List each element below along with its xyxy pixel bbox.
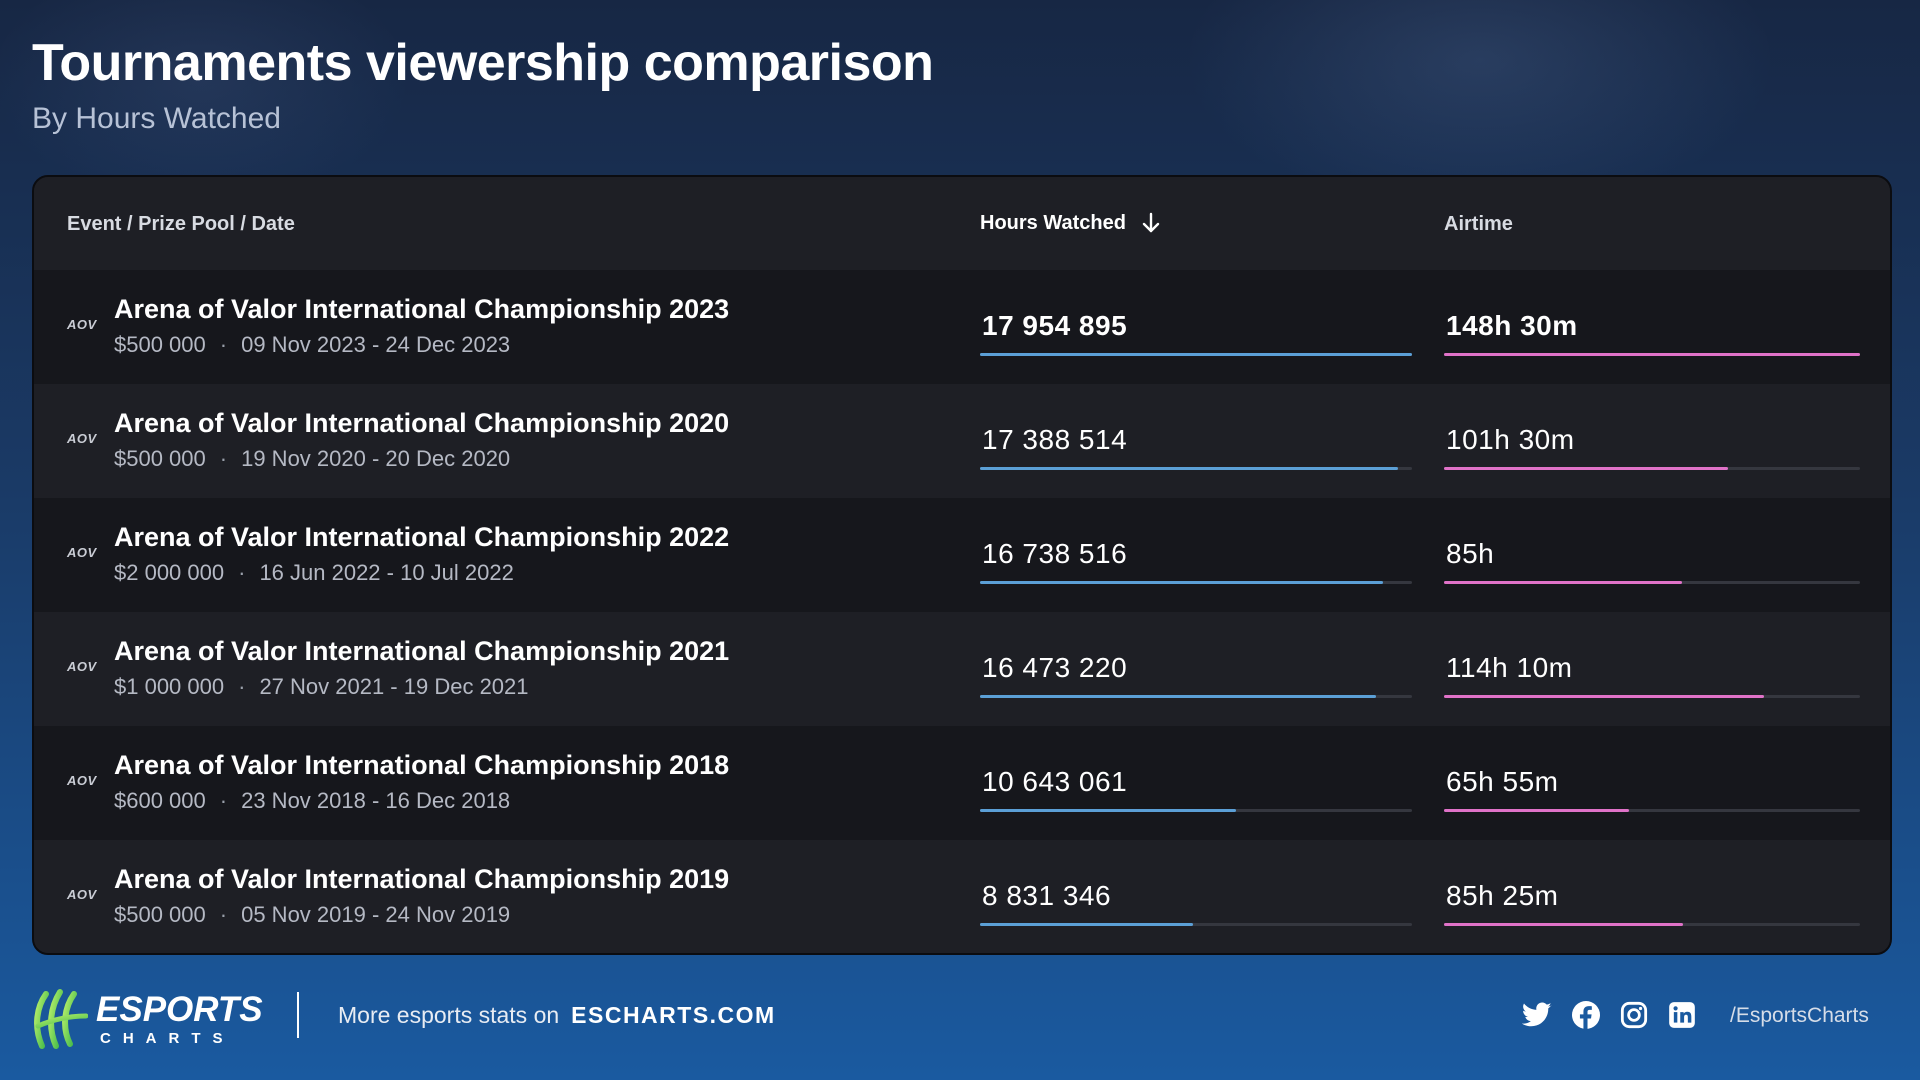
table-row[interactable]: AOV Arena of Valor International Champio…	[34, 612, 1890, 726]
event-meta: $600 000 · 23 Nov 2018 - 16 Dec 2018	[114, 788, 511, 813]
hours-watched-bar-fill	[980, 581, 1383, 584]
event-name[interactable]: Arena of Valor International Championshi…	[114, 294, 730, 324]
hours-watched-value: 17 388 514	[982, 424, 1128, 455]
airtime-value: 85h	[1446, 538, 1495, 569]
airtime-value: 65h 55m	[1446, 766, 1559, 797]
hours-watched-value: 8 831 346	[982, 880, 1112, 911]
column-header-hours[interactable]: Hours Watched	[980, 211, 1162, 235]
prize-pool: $500 000	[114, 902, 206, 927]
airtime-bar-fill	[1444, 467, 1729, 470]
prize-pool: $1 000 000	[114, 674, 225, 699]
airtime-value: 148h 30m	[1446, 310, 1578, 341]
aov-logo: AOV	[67, 545, 97, 560]
airtime-value: 114h 10m	[1446, 652, 1573, 683]
hours-watched-bar-fill	[980, 467, 1399, 470]
airtime-value: 85h 25m	[1446, 880, 1559, 911]
airtime-bar	[1444, 809, 1860, 812]
table-row[interactable]: AOV Arena of Valor International Champio…	[34, 498, 1890, 612]
hours-watched-bar-fill	[980, 353, 1412, 356]
promo-label: More esports stats on	[338, 1002, 560, 1028]
page-subtitle: By Hours Watched	[32, 102, 281, 135]
airtime-bar-fill	[1444, 353, 1860, 356]
event-meta: $1 000 000 · 27 Nov 2021 - 19 Dec 2021	[114, 674, 529, 699]
prize-pool: $500 000	[114, 332, 206, 357]
airtime-value: 101h 30m	[1446, 424, 1575, 455]
hours-watched-value: 10 643 061	[982, 766, 1128, 797]
airtime-bar-fill	[1444, 923, 1684, 926]
event-meta: $2 000 000 · 16 Jun 2022 - 10 Jul 2022	[114, 560, 514, 585]
event-name[interactable]: Arena of Valor International Championshi…	[114, 636, 730, 666]
twitter-icon[interactable]	[1522, 1002, 1552, 1028]
event-meta: $500 000 · 09 Nov 2023 - 24 Dec 2023	[114, 332, 511, 357]
event-dates: 09 Nov 2023 - 24 Dec 2023	[241, 332, 511, 357]
hours-watched-value: 16 473 220	[982, 652, 1128, 683]
aov-logo: AOV	[67, 887, 97, 902]
aov-logo: AOV	[67, 431, 97, 446]
prize-pool: $2 000 000	[114, 560, 225, 585]
airtime-bar	[1444, 695, 1860, 698]
social-handle[interactable]: /EsportsCharts	[1730, 1004, 1869, 1027]
promo-text: More esports stats on ESCHARTS.COM	[338, 1002, 776, 1029]
promo-site-link[interactable]: ESCHARTS.COM	[571, 1002, 776, 1028]
hours-watched-bar	[980, 695, 1412, 698]
linkedin-icon[interactable]	[1668, 1001, 1696, 1029]
hours-watched-value: 16 738 516	[982, 538, 1128, 569]
airtime-bar-fill	[1444, 809, 1629, 812]
event-meta: $500 000 · 05 Nov 2019 - 24 Nov 2019	[114, 902, 511, 927]
airtime-bar	[1444, 581, 1860, 584]
table-body: AOV Arena of Valor International Champio…	[34, 270, 1890, 953]
column-header-hours-label: Hours Watched	[980, 211, 1126, 234]
table-row[interactable]: AOV Arena of Valor International Champio…	[34, 384, 1890, 498]
column-header-event: Event / Prize Pool / Date	[67, 213, 295, 235]
airtime-bar-fill	[1444, 695, 1764, 698]
event-dates: 27 Nov 2021 - 19 Dec 2021	[259, 674, 529, 699]
airtime-bar	[1444, 467, 1860, 470]
aov-logo: AOV	[67, 659, 97, 674]
airtime-bar-fill	[1444, 581, 1682, 584]
footer: ESPORTS CHARTS More esports stats on ESCH…	[0, 980, 1920, 1080]
aov-logo: AOV	[67, 317, 97, 332]
event-dates: 16 Jun 2022 - 10 Jul 2022	[259, 560, 514, 585]
table-header: Event / Prize Pool / Date Hours Watched …	[34, 177, 1890, 270]
instagram-icon[interactable]	[1620, 1001, 1648, 1029]
event-dates: 05 Nov 2019 - 24 Nov 2019	[241, 902, 511, 927]
prize-pool: $500 000	[114, 446, 206, 471]
hours-watched-bar-fill	[980, 809, 1237, 812]
aov-logo: AOV	[67, 773, 97, 788]
table-row[interactable]: AOV Arena of Valor International Champio…	[34, 840, 1890, 953]
event-name[interactable]: Arena of Valor International Championshi…	[114, 408, 730, 438]
airtime-bar	[1444, 353, 1860, 356]
hours-watched-value: 17 954 895	[982, 310, 1128, 341]
facebook-icon[interactable]	[1572, 1001, 1600, 1029]
event-meta: $500 000 · 19 Nov 2020 - 20 Dec 2020	[114, 446, 511, 471]
arrow-down-icon[interactable]	[1140, 211, 1162, 235]
hours-watched-bar	[980, 353, 1412, 356]
event-name[interactable]: Arena of Valor International Championshi…	[114, 522, 730, 552]
social-links	[1522, 1001, 1696, 1029]
hours-watched-bar-fill	[980, 695, 1377, 698]
event-dates: 19 Nov 2020 - 20 Dec 2020	[241, 446, 511, 471]
hours-watched-bar-fill	[980, 923, 1193, 926]
brand-sub: CHARTS	[100, 1029, 235, 1047]
page-title: Tournaments viewership comparison	[32, 34, 934, 92]
airtime-bar	[1444, 923, 1860, 926]
table-row[interactable]: AOV Arena of Valor International Champio…	[34, 270, 1890, 384]
column-header-airtime: Airtime	[1444, 213, 1513, 235]
comparison-table: Event / Prize Pool / Date Hours Watched …	[32, 175, 1892, 955]
brand-name: ESPORTS	[96, 989, 263, 1029]
event-name[interactable]: Arena of Valor International Championshi…	[114, 750, 730, 780]
event-name[interactable]: Arena of Valor International Championshi…	[114, 864, 730, 894]
event-dates: 23 Nov 2018 - 16 Dec 2018	[241, 788, 511, 813]
brand-mark-icon	[32, 986, 88, 1052]
esports-charts-logo[interactable]: ESPORTS CHARTS	[32, 986, 263, 1052]
table-row[interactable]: AOV Arena of Valor International Champio…	[34, 726, 1890, 840]
hours-watched-bar	[980, 467, 1412, 470]
hours-watched-bar	[980, 923, 1412, 926]
hours-watched-bar	[980, 809, 1412, 812]
page-header: Tournaments viewership comparison By Hou…	[32, 30, 934, 136]
prize-pool: $600 000	[114, 788, 206, 813]
footer-divider	[297, 992, 299, 1038]
hours-watched-bar	[980, 581, 1412, 584]
